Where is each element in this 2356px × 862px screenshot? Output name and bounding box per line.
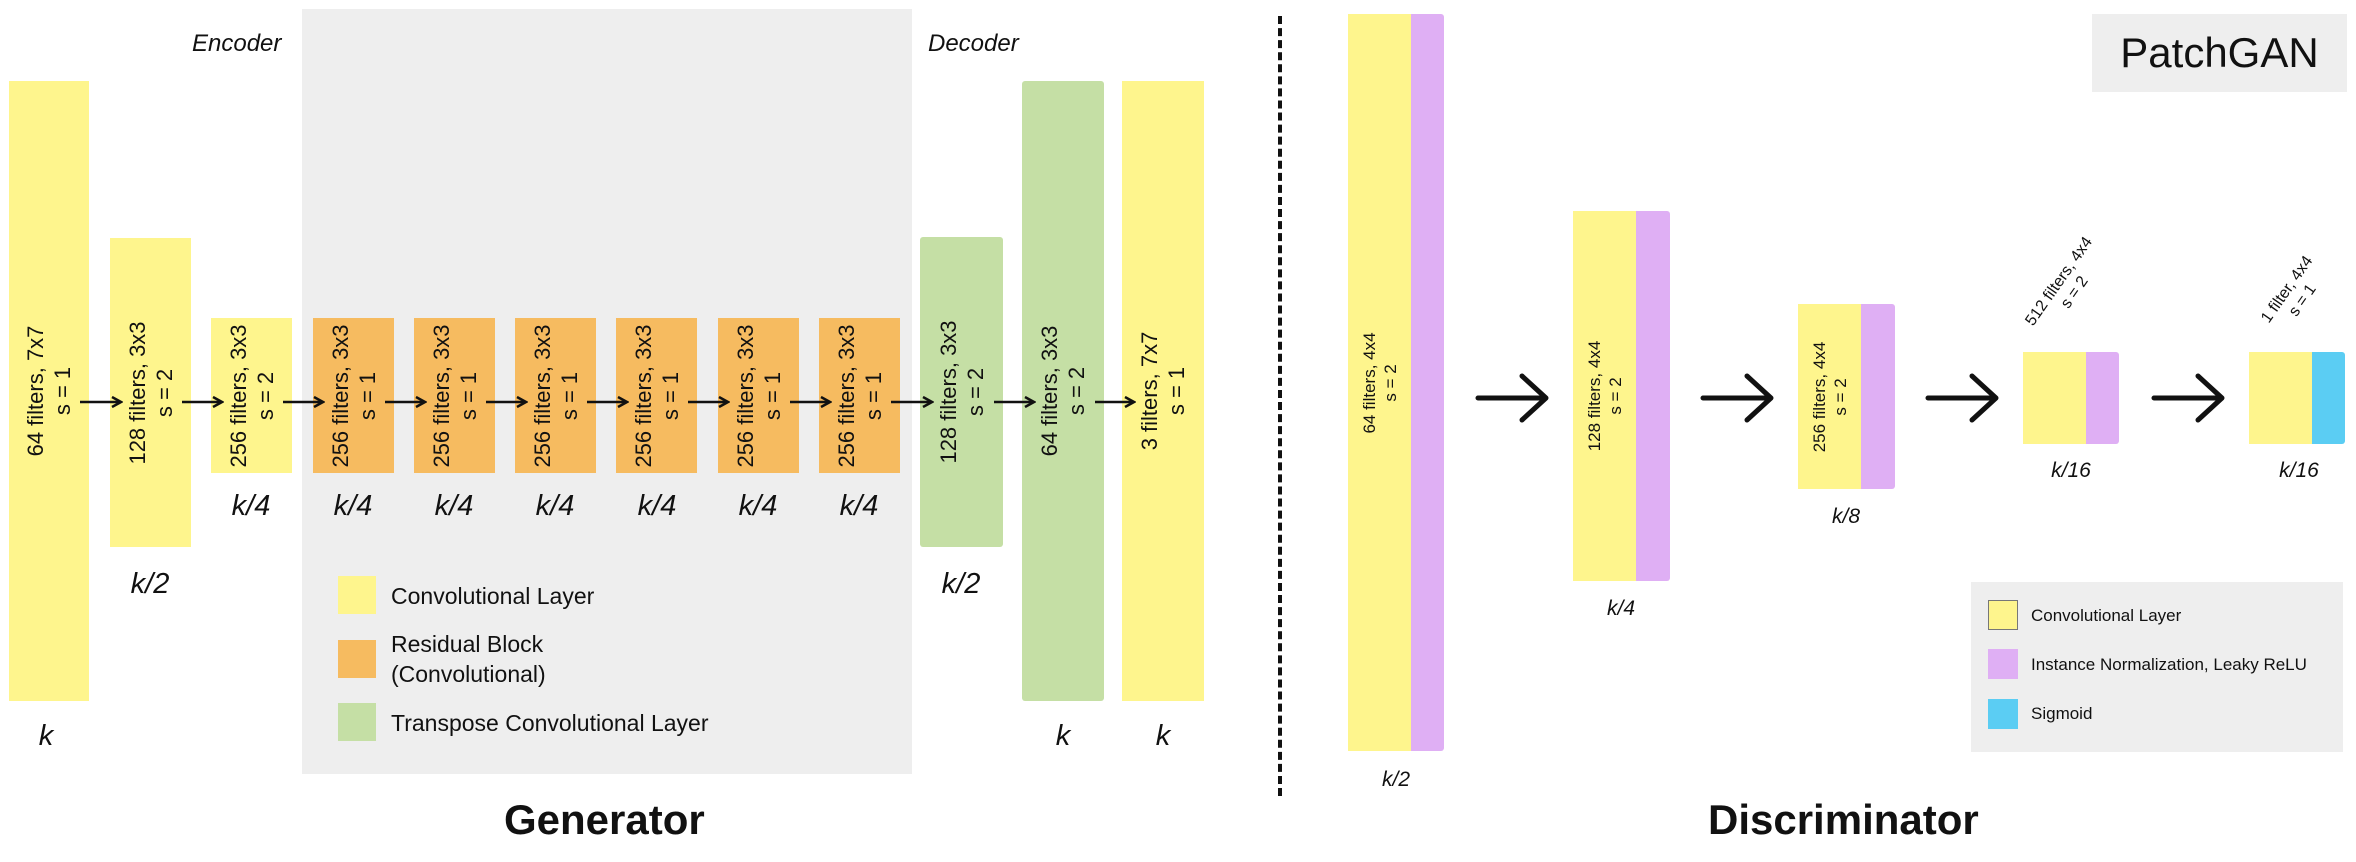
residual-block-1: 256 filters, 3x3 s = 1 — [313, 318, 394, 473]
arrow — [1925, 373, 1999, 423]
encoder-label: Encoder — [192, 30, 282, 57]
disc-layer-1: 64 filters, 4x4 s = 2 — [1348, 14, 1411, 751]
discriminator-legend: Convolutional Layer Instance Normalizati… — [1971, 582, 2343, 752]
disc-layer-4 — [2023, 352, 2086, 444]
legend-residual-line1: Residual Block — [391, 631, 544, 657]
disc-norm-3 — [1861, 304, 1895, 489]
arrow — [1475, 373, 1549, 423]
transpose-layer-2: 64 filters, 3x3 s = 2 — [1022, 81, 1104, 701]
legend-sigmoid-label: Sigmoid — [2031, 704, 2093, 723]
arrow — [2151, 373, 2225, 423]
legend-swatch-transpose — [338, 703, 376, 741]
patchgan-label: PatchGAN — [2120, 29, 2319, 76]
section-divider — [1278, 16, 1282, 796]
size-label: k — [38, 720, 54, 752]
disc-layer-3: 256 filters, 4x4 s = 2 — [1798, 304, 1861, 489]
disc-norm-4 — [2086, 352, 2119, 444]
legend-residual-label: Residual Block (Convolutional) — [391, 629, 546, 689]
legend-conv-label: Convolutional Layer — [391, 583, 595, 609]
disc-layer-4-spec: 512 filters, 4x4 s = 2 — [2020, 231, 2114, 343]
disc-norm-2 — [1636, 211, 1670, 581]
size-label: k — [1055, 720, 1071, 752]
decoder-label: Decoder — [928, 30, 1019, 57]
generator-layer-2: 128 filters, 3x3 s = 2 — [110, 238, 191, 547]
generator-title: Generator — [504, 796, 705, 843]
size-label: k/16 — [2051, 459, 2091, 482]
size-label: k — [1155, 720, 1171, 752]
discriminator-title: Discriminator — [1708, 796, 1979, 843]
size-label: k/4 — [231, 490, 271, 522]
legend-norm-label: Instance Normalization, Leaky ReLU — [2031, 655, 2307, 674]
legend-swatch-norm — [1988, 649, 2018, 679]
disc-layer-5-spec: 1 filter, 4x4 s = 1 — [2251, 243, 2339, 347]
size-label: k/2 — [1381, 768, 1410, 791]
legend-swatch-sigmoid — [1988, 699, 2018, 729]
size-label: k/2 — [941, 568, 981, 600]
legend-residual-line2: (Convolutional) — [391, 661, 546, 687]
residual-block-4: 256 filters, 3x3 s = 1 — [616, 318, 697, 473]
arrow — [1700, 373, 1774, 423]
discriminator-arrows — [1475, 373, 2225, 423]
disc-sigmoid — [2312, 352, 2345, 444]
legend-swatch-conv — [338, 576, 376, 614]
legend-transpose-label: Transpose Convolutional Layer — [391, 710, 709, 736]
generator-layer-1: 64 filters, 7x7 s = 1 — [9, 81, 89, 701]
size-label: k/2 — [130, 568, 170, 600]
residual-block-6: 256 filters, 3x3 s = 1 — [819, 318, 900, 473]
generator-arrows — [80, 0, 1220, 862]
legend-swatch-residual — [338, 640, 376, 678]
size-label: k/4 — [535, 490, 575, 522]
disc-norm-1 — [1411, 14, 1444, 751]
legend-conv-label: Convolutional Layer — [2031, 606, 2182, 625]
disc-layer-5 — [2249, 352, 2312, 444]
size-label: k/4 — [333, 490, 373, 522]
residual-block-5: 256 filters, 3x3 s = 1 — [718, 318, 799, 473]
generator-layer-3: 256 filters, 3x3 s = 2 — [211, 318, 292, 473]
size-label: k/4 — [839, 490, 879, 522]
transpose-layer-1: 128 filters, 3x3 s = 2 — [920, 237, 1003, 547]
layer-spec: 64 filters, 4x4 — [1359, 331, 1379, 434]
residual-block-2: 256 filters, 3x3 s = 1 — [414, 318, 495, 473]
size-label: k/4 — [434, 490, 474, 522]
size-label: k/4 — [637, 490, 677, 522]
size-label: k/4 — [1606, 597, 1635, 620]
residual-section-background — [302, 9, 912, 774]
size-label: k/4 — [738, 490, 778, 522]
legend-swatch-conv — [1988, 600, 2018, 630]
residual-block-3: 256 filters, 3x3 s = 1 — [515, 318, 596, 473]
layer-stride: s = 2 — [1380, 363, 1400, 402]
size-label: k/16 — [2279, 459, 2319, 482]
size-label: k/8 — [1831, 505, 1860, 528]
patchgan-badge: PatchGAN — [2092, 14, 2347, 92]
disc-layer-2: 128 filters, 4x4 s = 2 — [1573, 211, 1636, 581]
generator-output-layer: 3 filters, 7x7 s = 1 — [1122, 81, 1204, 701]
